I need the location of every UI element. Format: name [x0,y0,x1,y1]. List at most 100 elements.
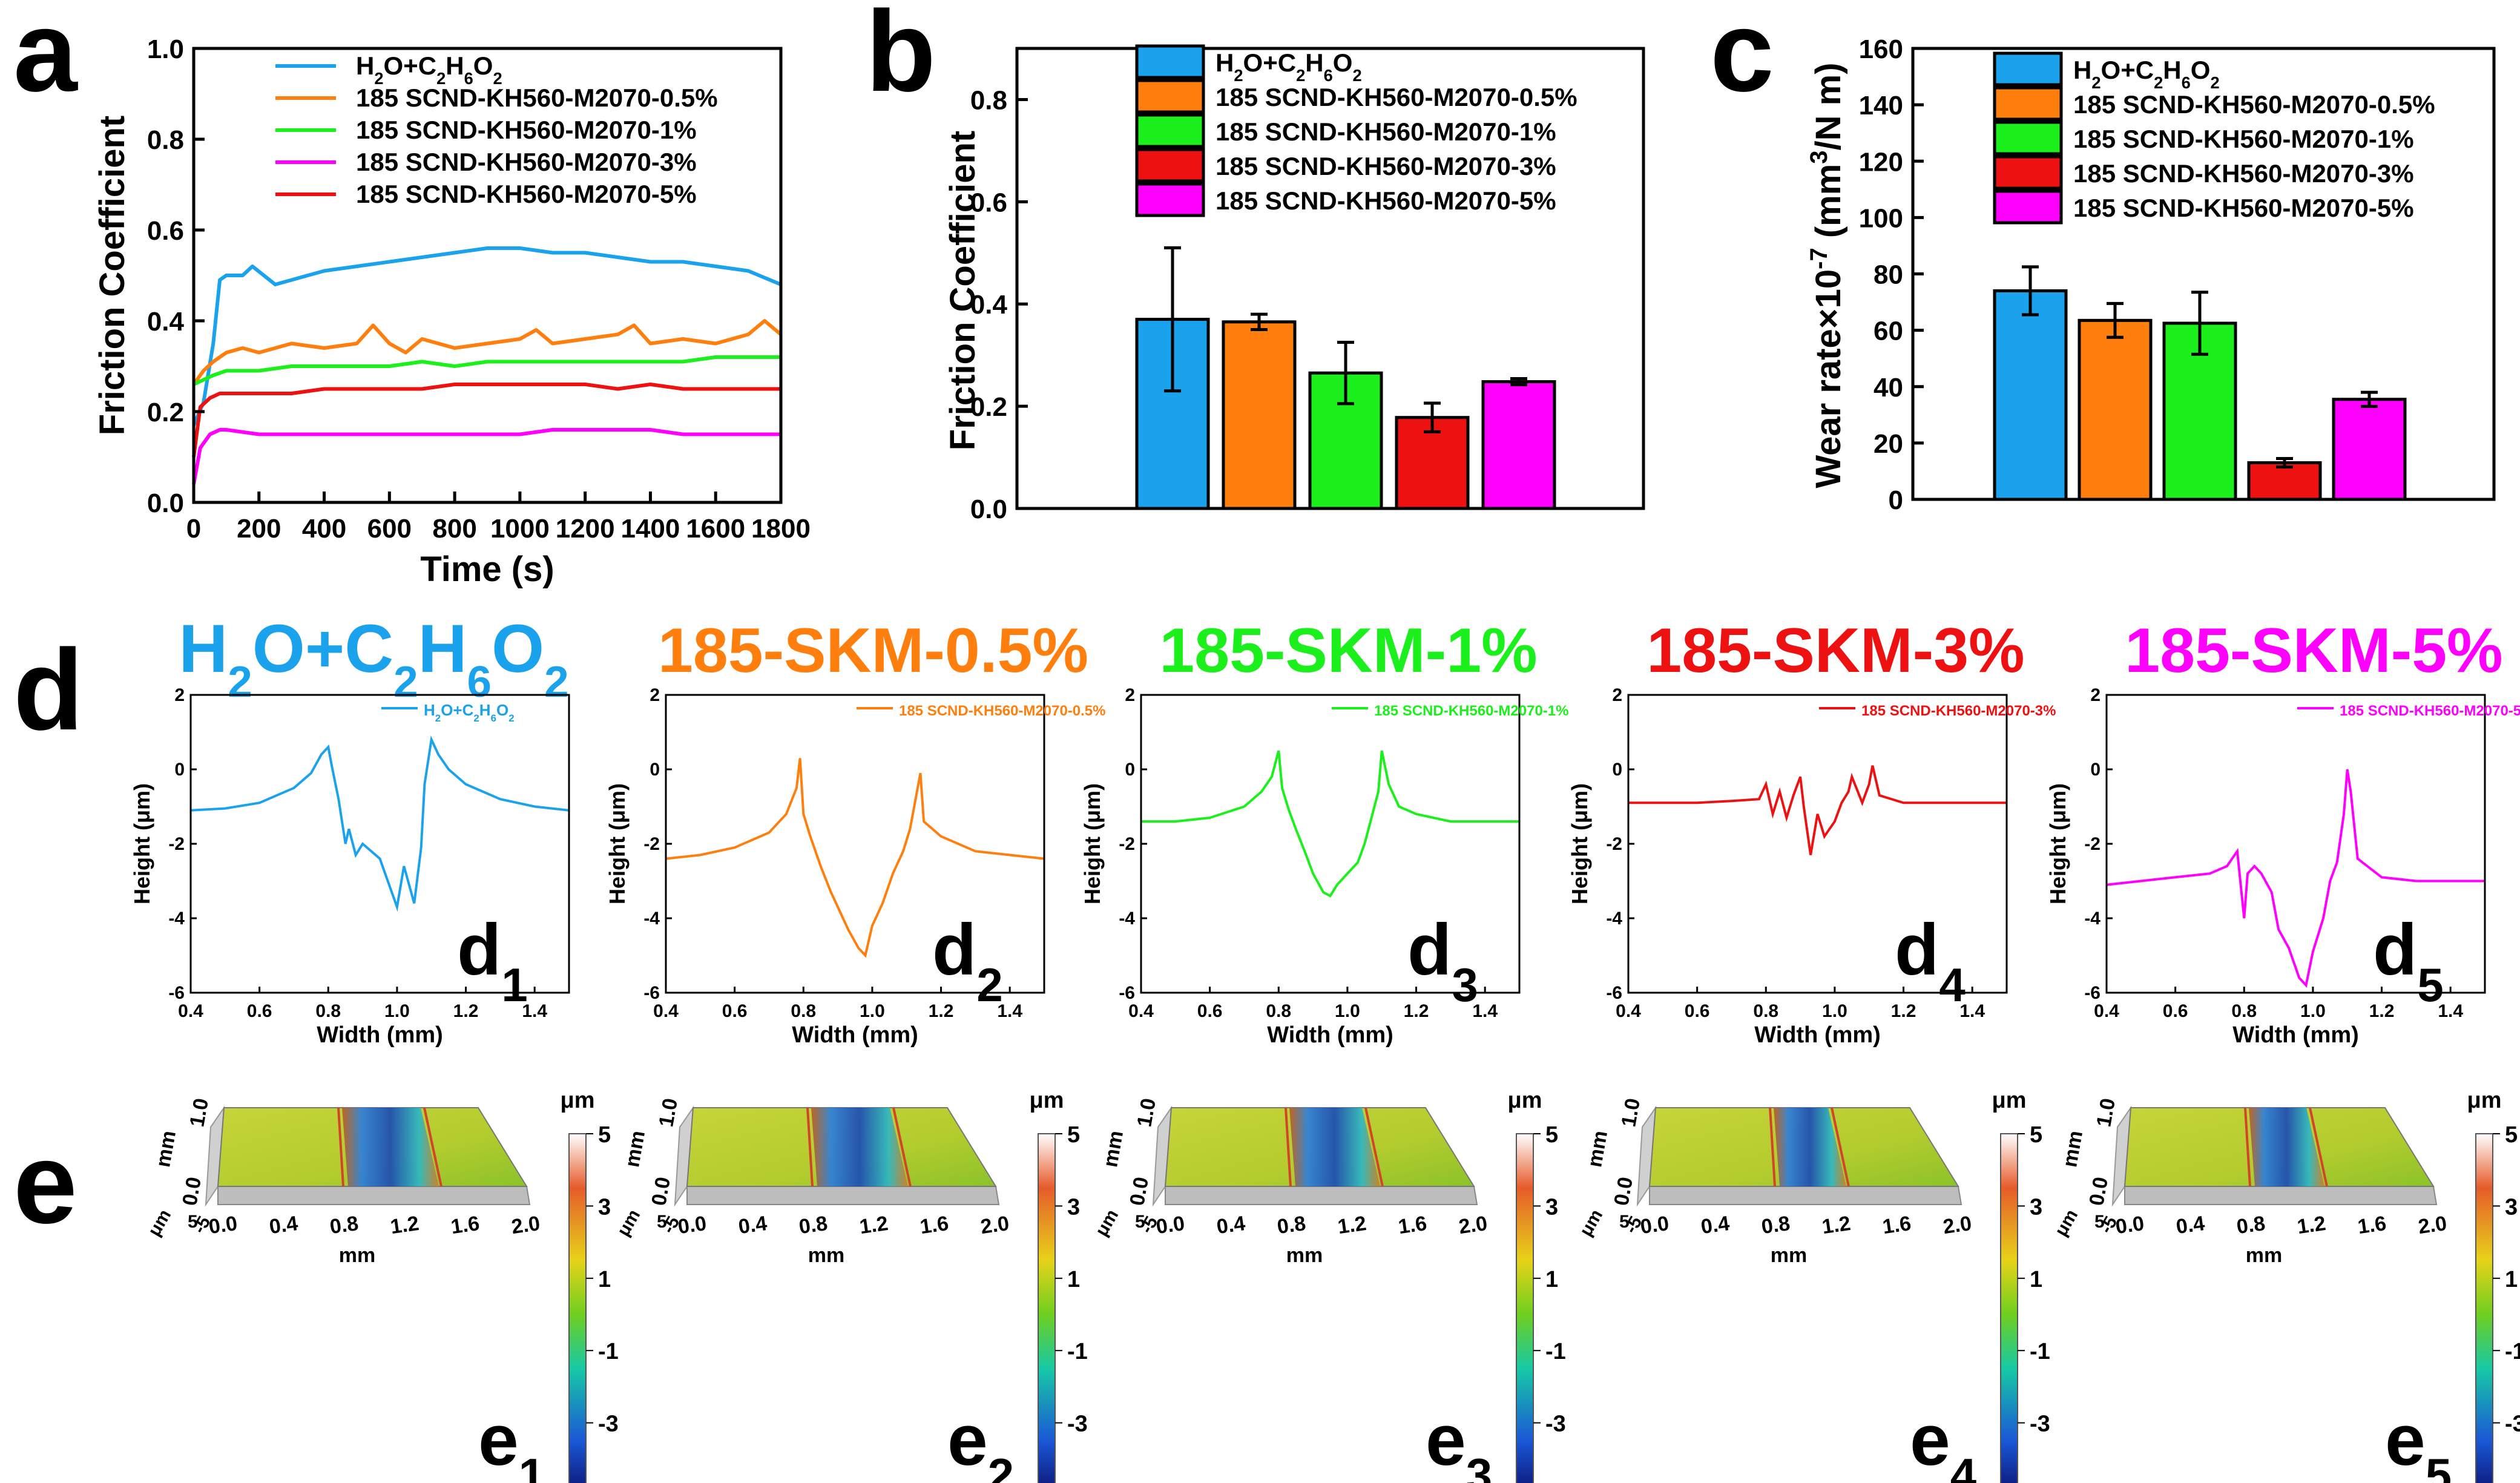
x-tick-label-1: 0.6 [722,1001,748,1021]
y-tick-label-4: 2 [1125,685,1135,705]
legend-swatch-4 [1135,182,1205,217]
colorbar-tick-label-3: -1 [1067,1339,1088,1364]
plot-frame [665,694,1045,994]
y-tick-label-5: 1.0 [147,35,184,64]
x-tick-label-5: 1000 [490,514,550,544]
y-tick-label-0: 0.0 [147,488,184,518]
profile-line [190,735,570,912]
y-tick-label-3: 0 [1612,760,1622,780]
y-tick-label-1: 0.0 [647,1176,675,1208]
x-tick-label-0: 0.0 [1639,1212,1670,1238]
plot-frame [2105,694,2486,994]
legend-label-4: 185 SCND-KH560-M2070-5% [2073,194,2414,222]
map-sublabel: e1 [478,1399,545,1483]
bar-0 [1993,289,2068,501]
x-tick-label-3: 1.2 [858,1212,889,1238]
x-axis-title: mm [339,1244,375,1267]
colorbar-tick-label-4: -3 [2030,1412,2050,1437]
y-tick-label-4: 2 [2090,685,2101,705]
colorbar-tick-label-1: 3 [1545,1194,1558,1220]
legend-label-1: 185 SCND-KH560-M2070-0.5% [356,84,718,112]
y-tick-label-1: -4 [2084,909,2101,929]
y-tick-label-1: 0.0 [2085,1176,2113,1208]
plot-frame [189,694,570,994]
y-tick-label-2: 0.4 [970,290,1008,320]
profile-line [665,758,1045,958]
panel-a-letter: a [13,0,78,116]
x-tick-label-4: 1.6 [1397,1212,1428,1238]
y-tick-label-0: 1.0 [185,1097,213,1129]
profile-title: 185-SKM-5% [2125,616,2502,686]
series-line-1 [192,319,782,386]
legend-swatch-3 [1135,148,1205,183]
x-tick-label-9: 1800 [751,514,811,544]
y-tick-label-0: 0.0 [970,495,1007,524]
colorbar-tick-label-1: 3 [2030,1194,2042,1220]
x-tick-label-5: 2.0 [979,1212,1010,1238]
x-tick-label-5: 2.0 [2416,1212,2448,1238]
x-tick-label-4: 1.6 [1881,1212,1912,1238]
y-axis-title: Height (μm) [2045,783,2070,904]
y-tick-label-3: 0 [1125,760,1135,780]
y-tick-label-2: 40 [1874,373,1903,403]
colorbar-unit: μm [560,1088,594,1113]
y-tick-label-4: 2 [650,685,660,705]
profile-title: 185-SKM-1% [1159,616,1537,686]
colorbar-tick-label-2: 1 [1067,1267,1080,1292]
colorbar [2475,1133,2493,1483]
profile-title: 185-SKM-3% [1647,616,2024,686]
x-tick-label-5: 2.0 [1457,1212,1489,1238]
y-tick-label-0: -6 [1119,983,1135,1003]
colorbar-tick-label-1: 3 [2505,1194,2518,1220]
x-tick-label-0: 0.0 [2114,1212,2145,1238]
legend-label-0: H2O+C2H6O2 [356,51,502,88]
profile-sublabel: d5 [2373,909,2444,1011]
colorbar-tick-label-3: -1 [1545,1339,1566,1364]
x-tick-label-1: 0.6 [1197,1001,1223,1021]
y-tick-label-3: 0 [650,760,660,780]
x-tick-label-3: 1.0 [860,1001,885,1021]
legend-swatch-1 [1135,79,1205,114]
y-axis-title: mm [620,1129,650,1169]
y-tick-label-5: 100 [1859,203,1903,233]
series-line-2 [192,355,781,386]
x-tick-label-0: 0.4 [178,1001,203,1021]
colorbar-tick-label-4: -3 [598,1412,619,1437]
x-tick-label-2: 0.8 [1760,1212,1791,1238]
wear-track-edge-right [1831,1107,1850,1187]
legend-label-3: 185 SCND-KH560-M2070-3% [1216,152,1556,180]
wear-track-edge-left [337,1107,344,1187]
x-tick-label-2: 0.8 [2231,1001,2257,1021]
x-tick-label-1: 200 [237,514,281,544]
series-line-0 [192,246,782,426]
colorbar-tick-label-0: 5 [598,1122,611,1148]
colorbar-tick-label-2: 1 [2505,1267,2518,1292]
colorbar-tick-label-0: 5 [1067,1122,1080,1148]
x-tick-label-4: 1.6 [918,1212,950,1238]
wear-track-edge-left [1285,1107,1292,1187]
svg-text:d: d [13,626,84,754]
x-axis-title: mm [2246,1244,2282,1267]
y-tick-label-8: 160 [1859,35,1903,64]
x-tick-label-0: 0.0 [207,1212,239,1238]
y-tick-label-0: -6 [643,983,660,1003]
legend-label: 185 SCND-KH560-M2070-1% [1374,703,1568,719]
colorbar-tick-label-2: 1 [2030,1267,2042,1292]
x-tick-label-1: 0.6 [1685,1001,1710,1021]
colorbar-unit: μm [1507,1088,1542,1113]
bar-4 [1481,380,1556,510]
x-tick-label-2: 0.8 [797,1212,829,1238]
panel-c-letter: c [1710,0,1774,116]
x-tick-label-1: 0.4 [1215,1212,1246,1238]
z-axis-title: μm [1576,1206,1607,1240]
profile-chart-5: 185-SKM-5% 0.4 0.6 0.8 1.0 1.2 1.4 -6 -4 -2 0 2 Widt… [2045,616,2520,1048]
legend-label-3: 185 SCND-KH560-M2070-3% [356,148,697,176]
legend-swatch-2 [1993,120,2063,156]
y-tick-label-0: 1.0 [1133,1097,1160,1129]
z-axis-title: μm [1091,1206,1122,1240]
x-tick-label-5: 2.0 [1941,1212,1973,1238]
y-tick-label-1: 0.0 [1125,1176,1153,1208]
x-tick-label-4: 1.2 [929,1001,954,1021]
